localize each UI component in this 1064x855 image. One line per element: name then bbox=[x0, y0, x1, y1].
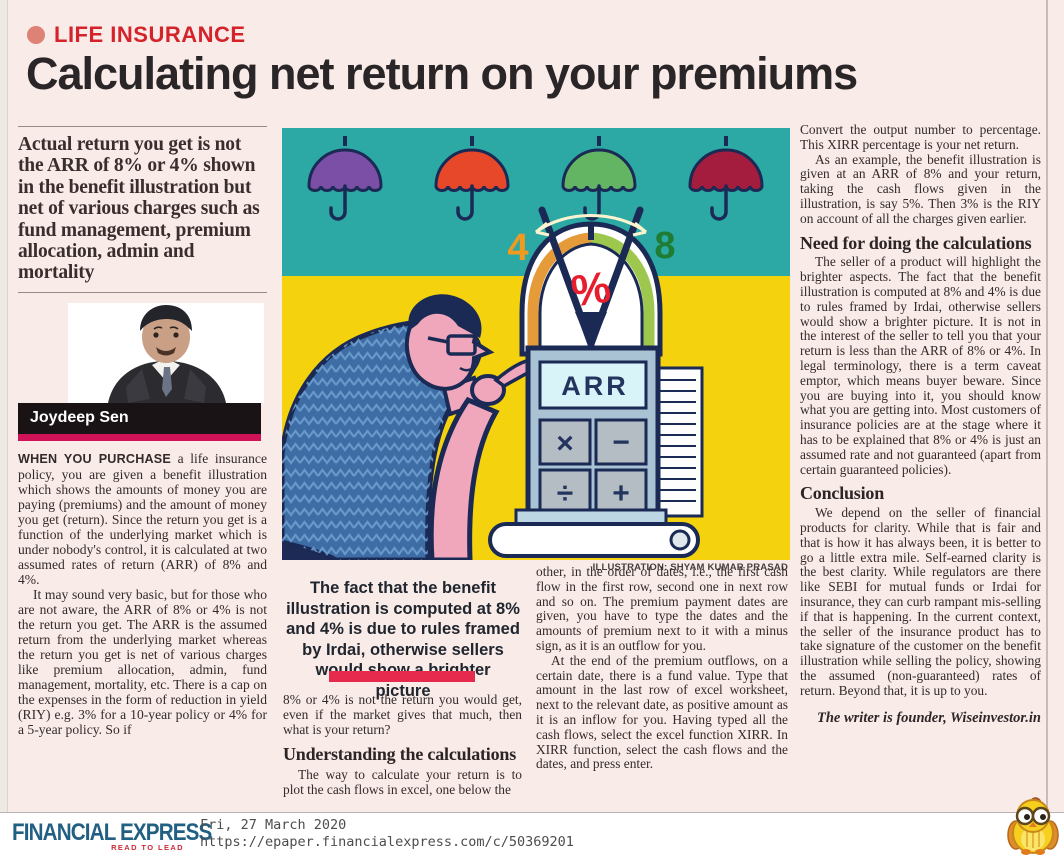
arc-arrow bbox=[535, 214, 647, 234]
percent-symbol: % bbox=[568, 263, 614, 317]
section-heading: Need for doing the calculations bbox=[800, 232, 1032, 253]
paragraph: At the end of the premium outflows, on a… bbox=[536, 652, 788, 772]
pull-quote-bar bbox=[329, 671, 475, 682]
calculator-icon: ARR × − ÷ + bbox=[525, 345, 661, 519]
epaper-footer: FINANCIAL EXPRESS READ TO LEAD Fri, 27 M… bbox=[0, 812, 1064, 855]
column-2: 8% or 4% is not the return you would get… bbox=[283, 692, 522, 797]
brand-tagline: READ TO LEAD bbox=[111, 843, 184, 852]
scan-edge bbox=[0, 0, 8, 812]
bullet-icon bbox=[27, 26, 45, 44]
paragraph: other, in the order of dates, i.e., the … bbox=[536, 564, 788, 653]
author-photo bbox=[68, 302, 264, 403]
glasses-icon bbox=[446, 334, 477, 356]
main-illustration: 4 8 % ARR × − ÷ + bbox=[282, 128, 790, 560]
author-name-bar: Joydeep Sen bbox=[18, 402, 261, 434]
minus-button-glyph: − bbox=[612, 426, 630, 459]
gauge-label-4: 4 bbox=[507, 227, 528, 269]
portrait-illustration bbox=[68, 302, 264, 403]
paragraph: 8% or 4% is not the return you would get… bbox=[283, 692, 522, 738]
column-left: Actual return you get is not the ARR of … bbox=[18, 126, 267, 737]
column-3: other, in the order of dates, i.e., the … bbox=[536, 564, 788, 772]
author-accent-stripe bbox=[18, 433, 261, 441]
section-kicker-row: LIFE INSURANCE bbox=[27, 22, 246, 48]
paragraph: The seller of a product will highlight t… bbox=[800, 254, 1041, 477]
gauge-icon: 4 8 % bbox=[507, 206, 676, 357]
paragraph: It may sound very basic, but for those w… bbox=[18, 586, 267, 737]
capture-date: Fri, 27 March 2020 bbox=[200, 817, 347, 833]
illustration-credit: ILLUSTRATION: SHYAM KUMAR PRASAD bbox=[592, 562, 788, 573]
paragraph: WHEN YOU PURCHASE a life insurance polic… bbox=[18, 451, 267, 587]
divider bbox=[18, 126, 267, 127]
paper-stack bbox=[652, 366, 704, 518]
plus-button-glyph: + bbox=[612, 477, 630, 510]
paragraph: As an example, the benefit illustration … bbox=[800, 151, 1041, 226]
paragraph-text: a life insurance policy, you are given a… bbox=[18, 450, 267, 587]
capture-meta: Fri, 27 March 2020 https://epaper.financ… bbox=[200, 817, 574, 851]
paragraph: We depend on the seller of financial pro… bbox=[800, 505, 1041, 698]
author-byline: The writer is founder, Wiseinvestor.in bbox=[817, 710, 1041, 727]
needle-right bbox=[587, 206, 644, 348]
multiply-button-glyph: × bbox=[556, 427, 574, 460]
man-illustration bbox=[282, 294, 538, 560]
section-heading: Conclusion bbox=[800, 483, 885, 504]
gauge-label-8: 8 bbox=[654, 225, 675, 267]
brand-name: FINANCIAL EXPRESS bbox=[12, 819, 212, 846]
capture-url: https://epaper.financialexpress.com/c/50… bbox=[200, 834, 574, 850]
divide-button-glyph: ÷ bbox=[557, 477, 573, 510]
scan-edge-rule bbox=[1046, 0, 1048, 812]
man-arm bbox=[428, 396, 500, 560]
needle-left bbox=[538, 206, 595, 348]
standfirst: Actual return you get is not the ARR of … bbox=[18, 134, 260, 284]
paragraph: The way to calculate your return is to p… bbox=[283, 766, 522, 798]
page-title: Calculating net return on your premiums bbox=[26, 48, 858, 99]
section-heading: Understanding the calculations bbox=[283, 743, 517, 764]
owl-mascot-icon bbox=[1007, 797, 1059, 855]
divider bbox=[18, 291, 267, 293]
paragraph: Convert the output number to percentage.… bbox=[800, 122, 1041, 152]
author-name: Joydeep Sen bbox=[30, 409, 129, 427]
financial-express-logo: FINANCIAL EXPRESS READ TO LEAD bbox=[12, 819, 212, 852]
column-right: Convert the output number to percentage.… bbox=[800, 122, 1041, 727]
article-area: LIFE INSURANCE Calculating net return on… bbox=[0, 0, 1064, 812]
pull-quote: The fact that the benefit illustration i… bbox=[286, 579, 520, 700]
display-text: ARR bbox=[561, 371, 629, 401]
lead-in: WHEN YOU PURCHASE bbox=[18, 451, 171, 466]
article-text-col1: WHEN YOU PURCHASE a life insurance polic… bbox=[18, 451, 267, 737]
paper-scroll bbox=[488, 508, 700, 558]
section-kicker: LIFE INSURANCE bbox=[54, 22, 246, 47]
